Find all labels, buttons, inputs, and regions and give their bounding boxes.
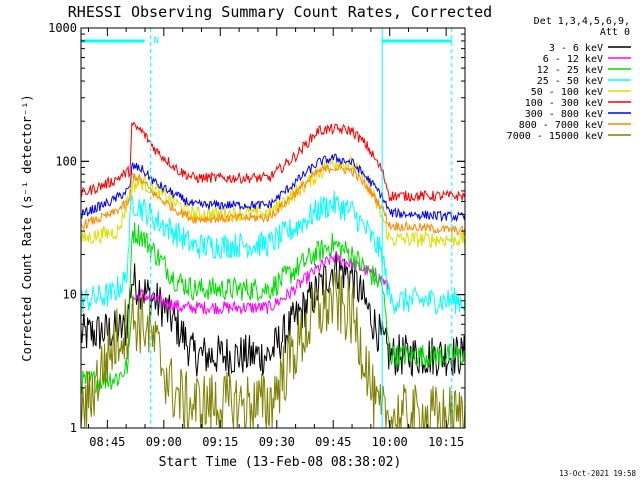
legend-header: Det 1,3,4,5,6,9, — [534, 16, 630, 27]
legend-label: 7000 - 15000 keV — [507, 131, 603, 142]
series-line-2 — [81, 222, 465, 394]
x-tick-label: 09:15 — [202, 435, 238, 449]
plot-frame — [80, 27, 466, 429]
y-tick-label: 100 — [55, 154, 77, 168]
x-axis: 08:45 09:00 09:15 09:30 09:45 10:00 10:15 — [88, 28, 466, 449]
x-axis-label: Start Time (13-Feb-08 08:38:02) — [159, 455, 402, 470]
legend-label: 12 - 25 keV — [537, 65, 603, 76]
series-line-3 — [81, 190, 465, 315]
series-line-5 — [81, 121, 465, 203]
legend-label: 3 - 6 keV — [549, 43, 603, 54]
y-axis-label: Corrected Count Rate (s⁻¹ detector⁻¹) — [20, 94, 34, 361]
chart-title: RHESSI Observing Summary Count Rates, Co… — [68, 3, 492, 21]
legend-label: 100 - 300 keV — [525, 98, 603, 109]
legend-label: 50 - 100 keV — [531, 87, 603, 98]
legend-label: 800 - 7000 keV — [519, 120, 603, 131]
series-line-8 — [81, 269, 465, 428]
series-line-0 — [81, 251, 465, 378]
x-tick-label: 08:45 — [89, 435, 125, 449]
y-tick-label: 10 — [63, 288, 77, 302]
legend-label: 300 - 800 keV — [525, 109, 603, 120]
series-line-4 — [81, 156, 465, 248]
x-tick-label: 10:15 — [428, 435, 464, 449]
series-line-1 — [131, 252, 391, 316]
x-tick-label: 09:00 — [146, 435, 182, 449]
legend-label: 6 - 12 keV — [543, 54, 603, 65]
plot-border — [80, 27, 466, 429]
series-layer — [81, 121, 465, 428]
footer-date: 13-Oct-2021 19:58 — [559, 469, 636, 478]
x-tick-label: 10:00 — [372, 435, 408, 449]
night-bar-label: N — [154, 36, 159, 46]
series-line-7 — [81, 163, 465, 237]
legend-label: 25 - 50 keV — [537, 76, 603, 87]
x-tick-label: 09:45 — [315, 435, 351, 449]
y-tick-label: 1 — [70, 421, 77, 435]
series-line-6 — [81, 153, 465, 223]
y-axis: 1 10 100 1000 — [48, 21, 465, 435]
x-tick-label: 09:30 — [259, 435, 295, 449]
y-tick-label: 1000 — [48, 21, 77, 35]
legend-header: Att 0 — [600, 27, 630, 38]
